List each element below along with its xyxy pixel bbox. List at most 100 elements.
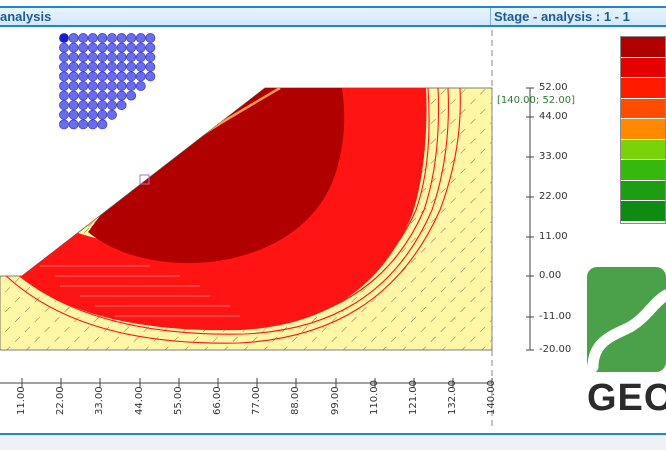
anchor-circle <box>145 71 156 82</box>
anchor-circle <box>135 61 146 72</box>
anchor-circle <box>135 33 146 43</box>
anchor-circle <box>87 33 98 43</box>
anchor-circle <box>97 100 108 111</box>
analysis-title: analysis <box>0 9 52 24</box>
anchor-circle <box>87 42 98 53</box>
anchor-circle <box>116 90 127 101</box>
x-tick-label: 11.00 <box>16 386 27 415</box>
anchor-circle <box>135 81 146 91</box>
anchor-circle <box>78 33 89 43</box>
x-tick-label: 132.00 <box>447 380 458 415</box>
anchor-circle <box>145 52 156 63</box>
anchor-circle <box>68 119 79 130</box>
anchor-circle <box>97 81 108 91</box>
anchor-circle <box>107 81 117 91</box>
x-tick-label: 55.00 <box>173 386 184 415</box>
anchor-circle <box>78 119 89 130</box>
legend-swatch <box>621 139 665 160</box>
x-tick-label: 121.00 <box>408 380 419 415</box>
anchor-circle <box>145 33 156 43</box>
anchor-circle <box>78 90 89 101</box>
anchor-circle <box>59 71 69 82</box>
anchor-circle <box>68 33 79 43</box>
anchor-circle <box>68 100 79 111</box>
anchor-circle <box>97 109 108 120</box>
anchor-circle <box>59 90 69 101</box>
anchor-circle <box>116 52 127 63</box>
anchor-circle <box>107 42 117 53</box>
window-titlebar: analysis Stage - analysis : 1 - 1 <box>0 6 666 27</box>
anchor-circle <box>116 61 127 72</box>
x-tick-label: 110.00 <box>369 380 380 415</box>
legend-swatch <box>621 78 665 99</box>
anchor-circle <box>78 42 89 53</box>
anchor-circle <box>97 33 108 43</box>
anchor-circle <box>116 42 127 53</box>
anchor-circle <box>78 81 89 91</box>
y-tick-label: -20.00 <box>539 344 572 355</box>
anchor-circle <box>68 42 79 53</box>
anchor-circle <box>107 90 117 101</box>
x-tick-label: 44.00 <box>134 386 145 415</box>
y-tick-label: 0.00 <box>539 270 562 281</box>
anchor-circle <box>68 81 79 91</box>
legend-swatch <box>621 201 665 222</box>
anchor-circle <box>126 71 137 82</box>
y-axis <box>526 87 534 351</box>
anchor-circle <box>97 52 108 63</box>
anchor-circle <box>97 90 108 101</box>
anchor-circle <box>107 71 117 82</box>
anchor-circle <box>68 61 79 72</box>
stage-title: Stage - analysis : 1 - 1 <box>490 8 666 25</box>
anchor-circle <box>145 42 156 53</box>
geo-logo-text: GEO <box>587 377 666 419</box>
x-tick-label: 22.00 <box>55 386 66 415</box>
anchor-circle <box>97 119 108 130</box>
anchor-circle <box>68 52 79 63</box>
anchor-circle <box>116 71 127 82</box>
point-marker[interactable] <box>139 174 150 185</box>
legend-swatch <box>621 119 665 140</box>
anchor-circle <box>68 71 79 82</box>
anchor-circle <box>59 100 69 111</box>
anchor-circle <box>87 52 98 63</box>
x-tick-label: 33.00 <box>94 386 105 415</box>
anchor-circle <box>78 109 89 120</box>
anchor-circle <box>87 109 98 120</box>
geo-logo-icon <box>587 267 666 373</box>
slip-surface-critical-zone <box>88 88 345 263</box>
anchor-circle <box>59 109 69 120</box>
slice-bands <box>40 265 240 317</box>
anchor-circle <box>68 109 79 120</box>
anchor-circle <box>107 52 117 63</box>
anchor-circle <box>87 71 98 82</box>
anchor-circle <box>135 42 146 53</box>
point-coordinate-label: [140.00; 52.00] <box>497 95 575 106</box>
anchor-circle <box>145 61 156 72</box>
anchor-circle <box>87 119 98 130</box>
legend-swatch <box>621 98 665 119</box>
legend-swatch <box>621 57 665 78</box>
status-bar <box>0 433 666 450</box>
anchor-circle <box>78 52 89 63</box>
anchor-circle <box>59 42 69 53</box>
anchor-circle <box>116 81 127 91</box>
anchor-circle <box>87 61 98 72</box>
y-tick-label: 52.00 <box>539 82 568 93</box>
anchor-circle <box>107 33 117 43</box>
anchor-circle <box>87 81 98 91</box>
anchor-circle <box>78 71 89 82</box>
anchor-circle <box>78 61 89 72</box>
anchor-circle <box>107 61 117 72</box>
anchor-circle <box>97 42 108 53</box>
anchor-circle <box>59 119 69 130</box>
y-tick-label: 22.00 <box>539 191 568 202</box>
anchor-circle <box>68 90 79 101</box>
anchor-circle <box>78 100 89 111</box>
anchor-circle <box>107 100 117 111</box>
x-tick-label: 99.00 <box>330 386 341 415</box>
anchor-circle <box>126 81 137 91</box>
x-tick-label: 88.00 <box>290 386 301 415</box>
anchor-circle <box>116 33 127 43</box>
